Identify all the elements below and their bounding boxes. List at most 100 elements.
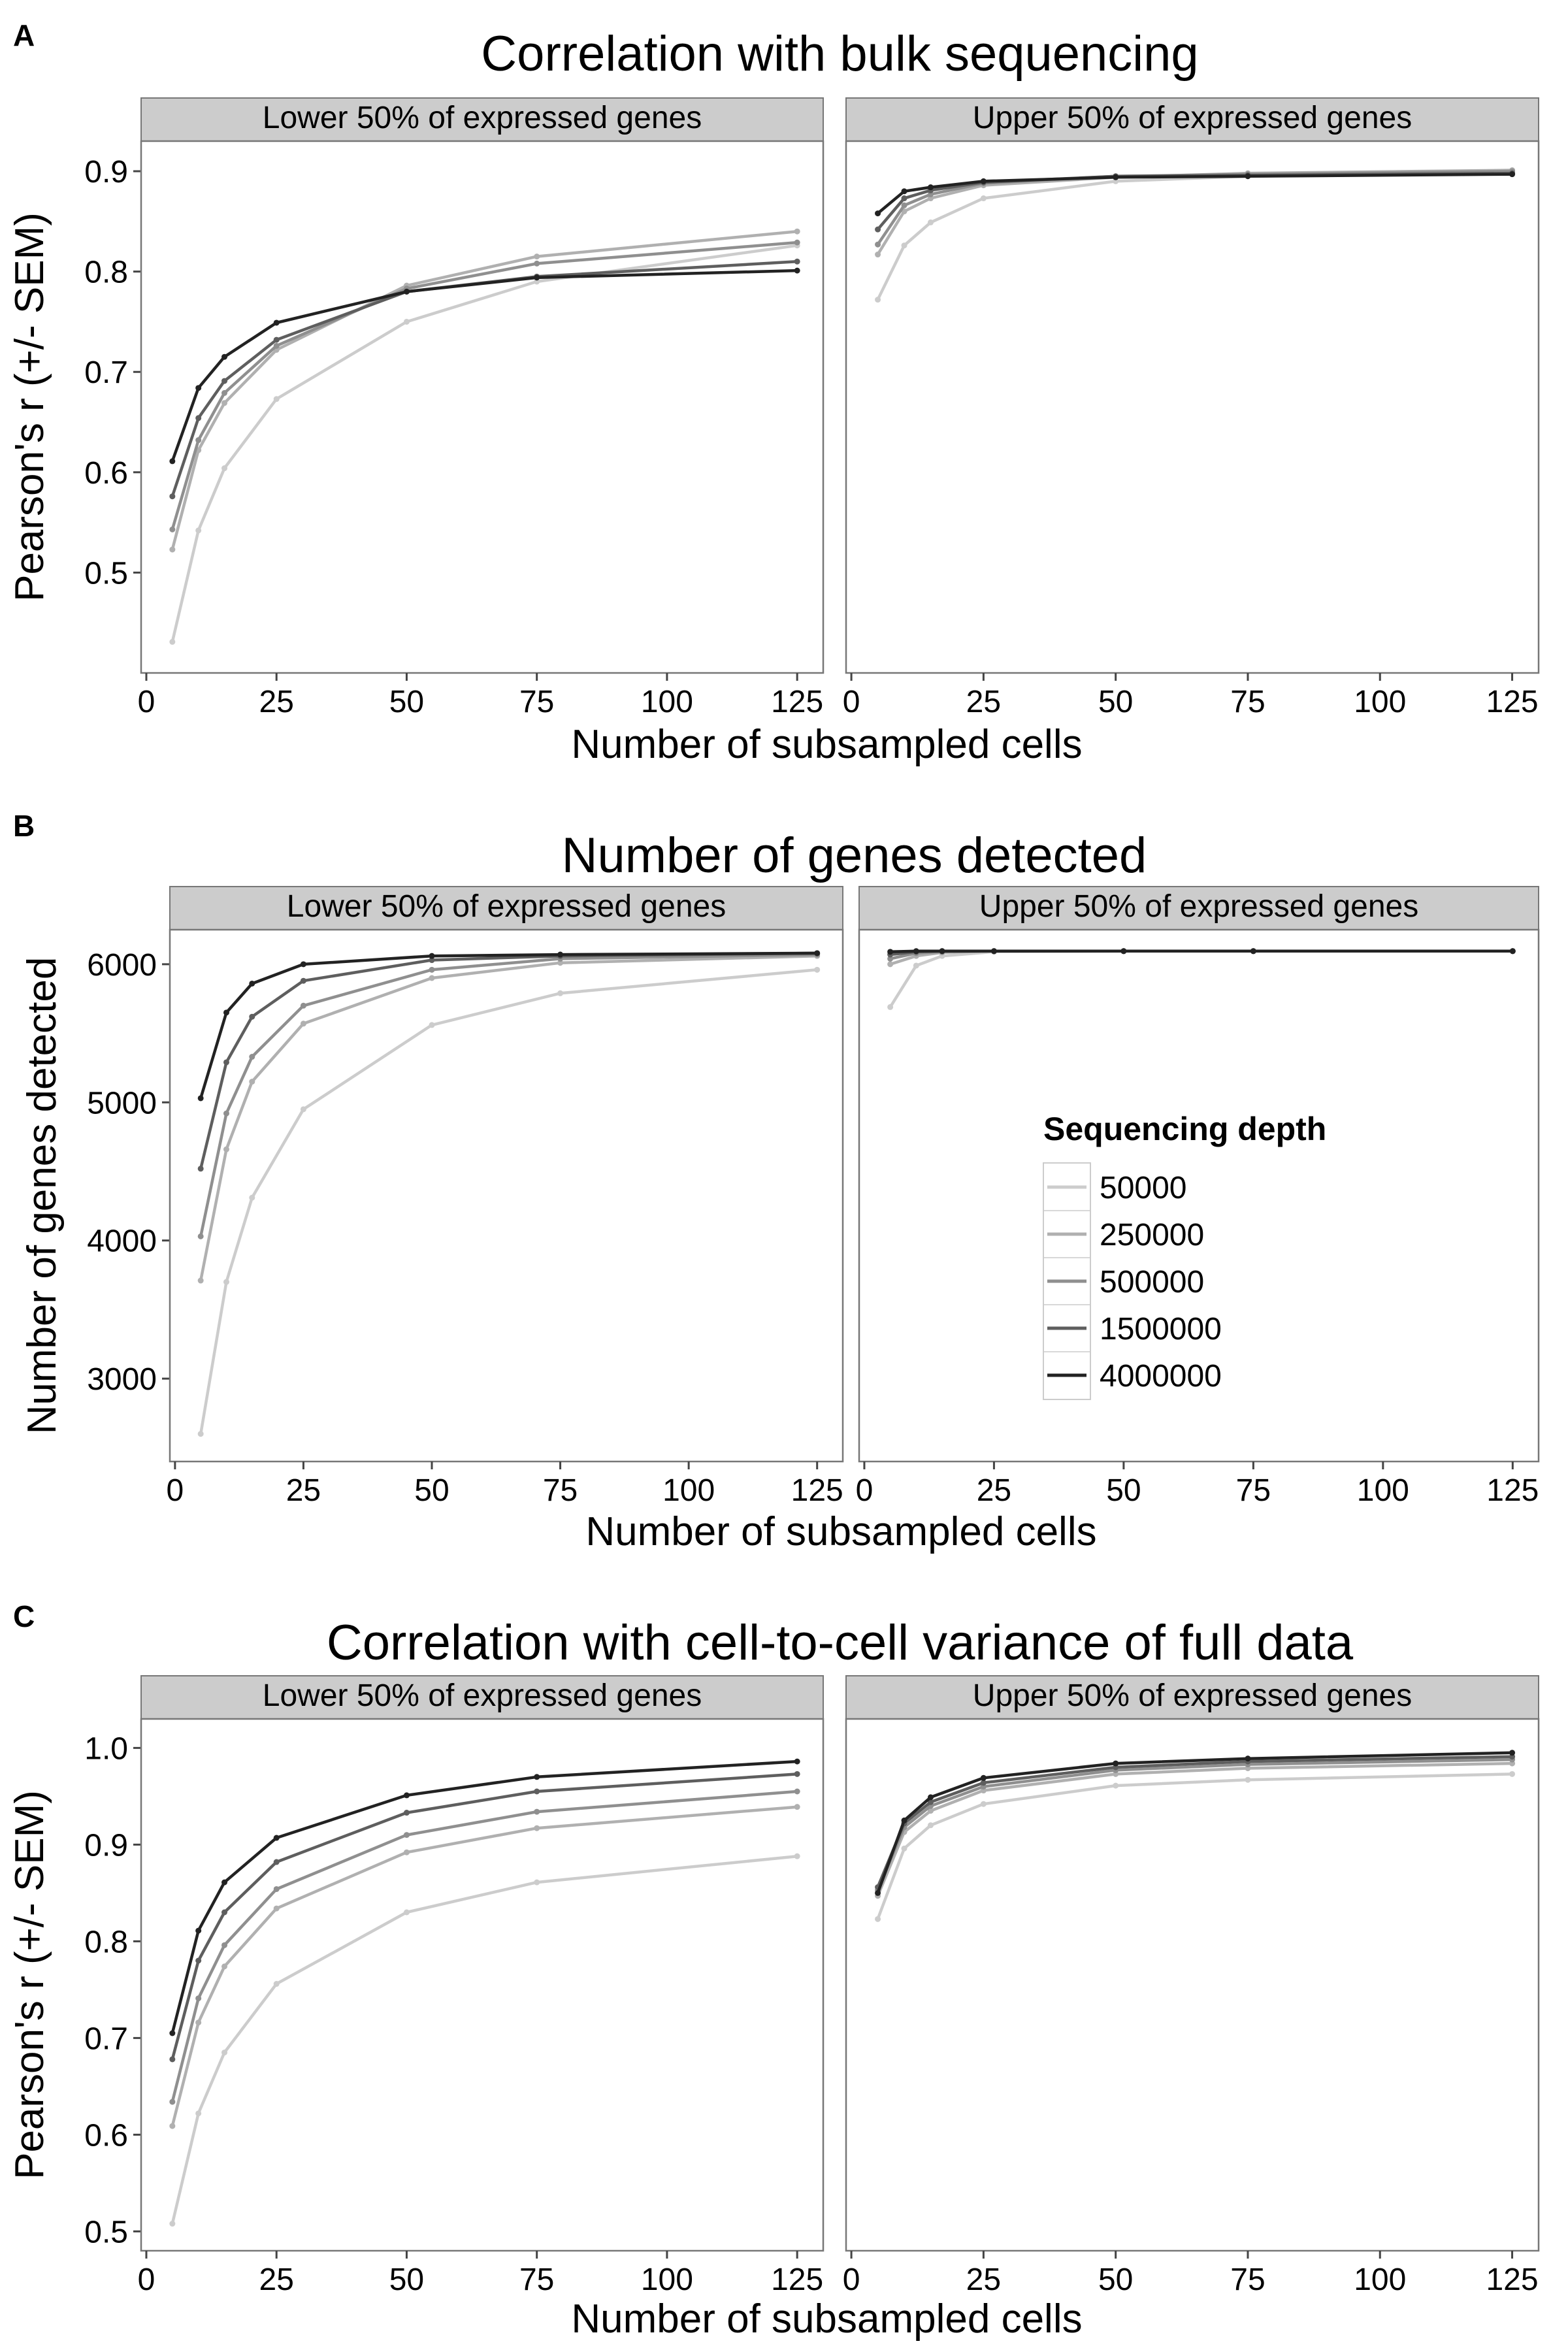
data-point-50000 [927, 1822, 934, 1829]
x-tick-label: 75 [1230, 685, 1265, 719]
x-tick-label: 100 [1354, 685, 1406, 719]
data-point-4000000 [221, 353, 228, 360]
x-tick-label: 100 [641, 2262, 693, 2297]
data-point-500000 [221, 1942, 228, 1948]
data-point-500000 [223, 1110, 229, 1117]
data-point-1500000 [875, 226, 881, 233]
data-point-500000 [195, 1995, 202, 2002]
data-point-4000000 [223, 1009, 229, 1016]
x-tick-label: 25 [259, 2262, 294, 2297]
x-tick-label: 125 [1486, 2262, 1538, 2297]
data-point-250000 [794, 228, 800, 235]
x-tick-label: 75 [543, 1473, 578, 1508]
data-point-50000 [887, 1004, 894, 1010]
x-tick-label: 50 [389, 2262, 424, 2297]
legend-label: 500000 [1100, 1265, 1204, 1299]
x-tick-label: 0 [856, 1473, 874, 1508]
y-tick-label: 4000 [87, 1224, 157, 1259]
data-point-50000 [557, 990, 564, 996]
data-point-1500000 [429, 957, 435, 964]
data-point-50000 [221, 465, 228, 472]
x-axis-title: Number of subsampled cells [571, 2296, 1082, 2342]
data-point-1500000 [534, 1788, 540, 1795]
legend-title: Sequencing depth [1043, 1111, 1326, 1147]
x-tick-label: 125 [1486, 1473, 1539, 1508]
data-point-500000 [794, 1788, 800, 1795]
series-line-4000000 [890, 949, 1513, 954]
data-point-250000 [557, 960, 564, 966]
data-point-50000 [980, 195, 987, 202]
y-tick-label: 0.7 [84, 2021, 128, 2056]
legend-label: 250000 [1100, 1218, 1204, 1252]
data-point-500000 [901, 202, 907, 208]
panel-a: A Correlation with bulk sequencing Pearson… [7, 18, 1540, 767]
data-point-500000 [169, 526, 176, 532]
data-point-50000 [223, 1279, 229, 1285]
data-point-500000 [534, 1808, 540, 1815]
legend-label: 50000 [1100, 1171, 1186, 1205]
y-tick-label: 5000 [87, 1086, 157, 1120]
data-point-500000 [534, 260, 540, 267]
data-point-4000000 [195, 1927, 202, 1934]
data-point-4000000 [980, 1774, 987, 1781]
data-point-50000 [927, 219, 934, 225]
legend-label: 4000000 [1100, 1359, 1222, 1394]
facet-lower: Lower 50% of expressed genes 0 25 50 75 100 12… [138, 97, 825, 719]
data-point-50000 [197, 1431, 204, 1437]
x-tick-label: 100 [662, 1473, 715, 1508]
data-point-1500000 [249, 1013, 255, 1020]
x-tick-label: 75 [1230, 2262, 1265, 2297]
legend: Sequencing depth 50000 250000 500000 1500000… [1043, 1111, 1326, 1400]
facet-upper: Upper 50% of expressed genes 0 25 50 75 100 12… [843, 1675, 1540, 2297]
y-tick-label: 6000 [87, 948, 157, 983]
data-point-250000 [429, 975, 435, 981]
data-point-4000000 [249, 980, 255, 987]
data-point-4000000 [534, 274, 540, 281]
facet-strip-label: Upper 50% of expressed genes [973, 1678, 1412, 1713]
data-point-1500000 [794, 1771, 800, 1777]
data-point-4000000 [1509, 948, 1516, 955]
facet-upper: Upper 50% of expressed genes 0 25 50 75 100 12… [856, 886, 1540, 1508]
data-point-4000000 [1245, 173, 1251, 180]
x-tick-label: 100 [1357, 1473, 1409, 1508]
data-point-1500000 [169, 493, 176, 500]
data-point-1500000 [794, 258, 800, 265]
data-point-1500000 [221, 378, 228, 384]
data-point-1500000 [197, 1166, 204, 1172]
data-point-4000000 [875, 1889, 881, 1896]
data-point-50000 [169, 638, 176, 645]
data-point-50000 [901, 242, 907, 249]
panel-b: B Number of genes detected Number of genes… [13, 809, 1540, 1554]
data-point-250000 [221, 400, 228, 406]
data-point-500000 [273, 1886, 280, 1892]
data-point-4000000 [403, 1792, 410, 1799]
data-point-50000 [195, 527, 202, 534]
data-point-4000000 [901, 1817, 907, 1823]
data-point-50000 [273, 1981, 280, 1987]
plot-area [845, 1718, 1540, 2252]
data-point-50000 [980, 1801, 987, 1807]
y-tick-label: 0.6 [84, 2118, 128, 2153]
panel-letter: A [13, 18, 35, 52]
y-axis-title: Pearson's r (+/- SEM) [7, 1790, 52, 2180]
x-tick-label: 125 [771, 685, 823, 719]
data-point-500000 [169, 2099, 176, 2105]
y-tick-label: 0.6 [84, 456, 128, 491]
x-tick-label: 0 [138, 2262, 155, 2297]
x-tick-label: 50 [414, 1473, 449, 1508]
data-point-4000000 [1509, 171, 1516, 178]
data-point-1500000 [195, 415, 202, 421]
data-point-4000000 [927, 1794, 934, 1801]
data-point-4000000 [169, 2030, 176, 2036]
facet-upper: Upper 50% of expressed genes 0 25 50 75 100 12… [843, 97, 1540, 719]
data-point-50000 [169, 2221, 176, 2227]
data-point-50000 [1509, 1771, 1516, 1777]
plot-area [845, 140, 1540, 674]
data-point-4000000 [1250, 948, 1256, 955]
x-tick-label: 125 [1486, 685, 1538, 719]
data-point-4000000 [1113, 1760, 1119, 1767]
x-axis-title: Number of subsampled cells [585, 1509, 1096, 1554]
data-point-50000 [875, 297, 881, 303]
plot-area [140, 1718, 825, 2252]
data-point-50000 [429, 1022, 435, 1028]
